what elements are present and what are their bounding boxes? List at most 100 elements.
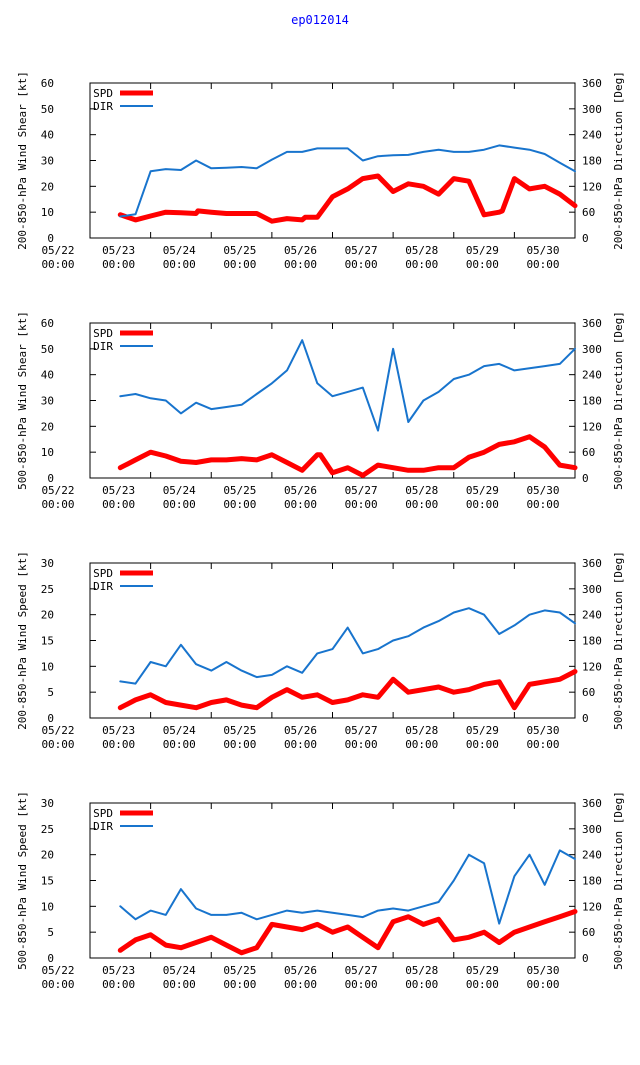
chart-panel-1: 010203040506006012018024030036005/2200:0… (16, 71, 625, 271)
x-tick-time-label: 00:00 (405, 738, 438, 751)
x-tick-time-label: 00:00 (102, 978, 135, 991)
y-left-tick-label: 10 (41, 446, 54, 459)
dir-series-line (119, 339, 576, 432)
x-tick-time-label: 00:00 (405, 978, 438, 991)
x-tick-time-label: 00:00 (345, 258, 378, 271)
y-right-tick-label: 60 (582, 926, 595, 939)
legend-dir-label: DIR (93, 820, 113, 833)
y-right-tick-label: 120 (582, 420, 602, 433)
y-left-tick-label: 25 (41, 823, 54, 836)
x-tick-date-label: 05/22 (41, 484, 74, 497)
x-tick-time-label: 00:00 (102, 258, 135, 271)
x-tick-date-label: 05/27 (345, 964, 378, 977)
x-tick-date-label: 05/27 (345, 724, 378, 737)
y-left-tick-label: 10 (41, 900, 54, 913)
y-left-tick-label: 60 (41, 317, 54, 330)
x-tick-time-label: 00:00 (41, 978, 74, 991)
y-right-tick-label: 300 (582, 343, 602, 356)
x-tick-date-label: 05/22 (41, 244, 74, 257)
y-right-tick-label: 60 (582, 446, 595, 459)
x-tick-time-label: 00:00 (223, 258, 256, 271)
y-right-tick-label: 0 (582, 952, 589, 965)
spd-series-line (117, 434, 578, 478)
legend-spd-label: SPD (93, 87, 113, 100)
x-tick-time-label: 00:00 (41, 738, 74, 751)
x-tick-date-label: 05/30 (526, 724, 559, 737)
spd-series-line (117, 909, 578, 956)
y-left-tick-label: 20 (41, 420, 54, 433)
x-tick-time-label: 00:00 (466, 498, 499, 511)
y-left-tick-label: 50 (41, 103, 54, 116)
y-left-tick-label: 20 (41, 180, 54, 193)
x-tick-date-label: 05/27 (345, 484, 378, 497)
x-tick-time-label: 00:00 (526, 498, 559, 511)
x-tick-time-label: 00:00 (163, 498, 196, 511)
x-tick-date-label: 05/29 (466, 964, 499, 977)
x-tick-time-label: 00:00 (223, 978, 256, 991)
y-right-tick-label: 60 (582, 206, 595, 219)
y-right-axis-label: 200-850-hPa Direction [Deg] (612, 71, 625, 250)
x-tick-date-label: 05/23 (102, 244, 135, 257)
plot-frame (89, 802, 576, 959)
y-right-tick-label: 360 (582, 797, 602, 810)
x-tick-date-label: 05/25 (223, 724, 256, 737)
y-left-tick-label: 5 (47, 686, 54, 699)
x-tick-date-label: 05/25 (223, 964, 256, 977)
y-left-tick-label: 50 (41, 343, 54, 356)
x-tick-date-label: 05/27 (345, 244, 378, 257)
x-tick-date-label: 05/26 (284, 484, 317, 497)
legend-dir-label: DIR (93, 340, 113, 353)
y-left-tick-label: 60 (41, 77, 54, 90)
y-left-tick-label: 30 (41, 155, 54, 168)
x-tick-time-label: 00:00 (41, 258, 74, 271)
y-right-tick-label: 240 (582, 609, 602, 622)
y-right-tick-label: 360 (582, 557, 602, 570)
x-tick-time-label: 00:00 (526, 258, 559, 271)
x-tick-time-label: 00:00 (223, 498, 256, 511)
x-tick-time-label: 00:00 (102, 498, 135, 511)
legend-spd-label: SPD (93, 567, 113, 580)
x-tick-time-label: 00:00 (526, 738, 559, 751)
x-tick-date-label: 05/25 (223, 484, 256, 497)
y-left-tick-label: 40 (41, 129, 54, 142)
legend-dir-label: DIR (93, 100, 113, 113)
x-tick-time-label: 00:00 (345, 738, 378, 751)
page-title: ep012014 (291, 13, 349, 27)
x-tick-date-label: 05/30 (526, 244, 559, 257)
y-left-tick-label: 10 (41, 206, 54, 219)
dir-series-line (119, 607, 576, 685)
chart-panels: 010203040506006012018024030036005/2200:0… (16, 71, 625, 991)
y-left-tick-label: 0 (47, 952, 54, 965)
y-right-tick-label: 240 (582, 369, 602, 382)
legend-dir-label: DIR (93, 580, 113, 593)
legend-spd-label: SPD (93, 807, 113, 820)
x-tick-time-label: 00:00 (102, 738, 135, 751)
y-right-axis-label: 500-850-hPa Direction [Deg] (612, 791, 625, 970)
dir-series-line (119, 144, 576, 218)
legend-spd-label: SPD (93, 327, 113, 340)
x-tick-time-label: 00:00 (284, 978, 317, 991)
x-tick-time-label: 00:00 (223, 738, 256, 751)
spd-series-line (117, 173, 578, 224)
y-left-tick-label: 25 (41, 583, 54, 596)
x-tick-date-label: 05/24 (163, 244, 196, 257)
x-tick-time-label: 00:00 (466, 978, 499, 991)
chart-panel-4: 05101520253006012018024030036005/2200:00… (16, 791, 625, 991)
x-tick-time-label: 00:00 (284, 258, 317, 271)
x-tick-time-label: 00:00 (405, 258, 438, 271)
y-right-tick-label: 360 (582, 77, 602, 90)
x-tick-time-label: 00:00 (345, 978, 378, 991)
y-right-tick-label: 0 (582, 232, 589, 245)
x-tick-time-label: 00:00 (405, 498, 438, 511)
chart-panel-3: 05101520253006012018024030036005/2200:00… (16, 551, 625, 751)
y-right-tick-label: 360 (582, 317, 602, 330)
x-tick-date-label: 05/26 (284, 724, 317, 737)
y-right-tick-label: 240 (582, 849, 602, 862)
x-tick-time-label: 00:00 (163, 738, 196, 751)
y-right-tick-label: 120 (582, 180, 602, 193)
y-left-tick-label: 30 (41, 557, 54, 570)
y-right-tick-label: 0 (582, 712, 589, 725)
y-left-tick-label: 20 (41, 609, 54, 622)
x-tick-time-label: 00:00 (466, 738, 499, 751)
